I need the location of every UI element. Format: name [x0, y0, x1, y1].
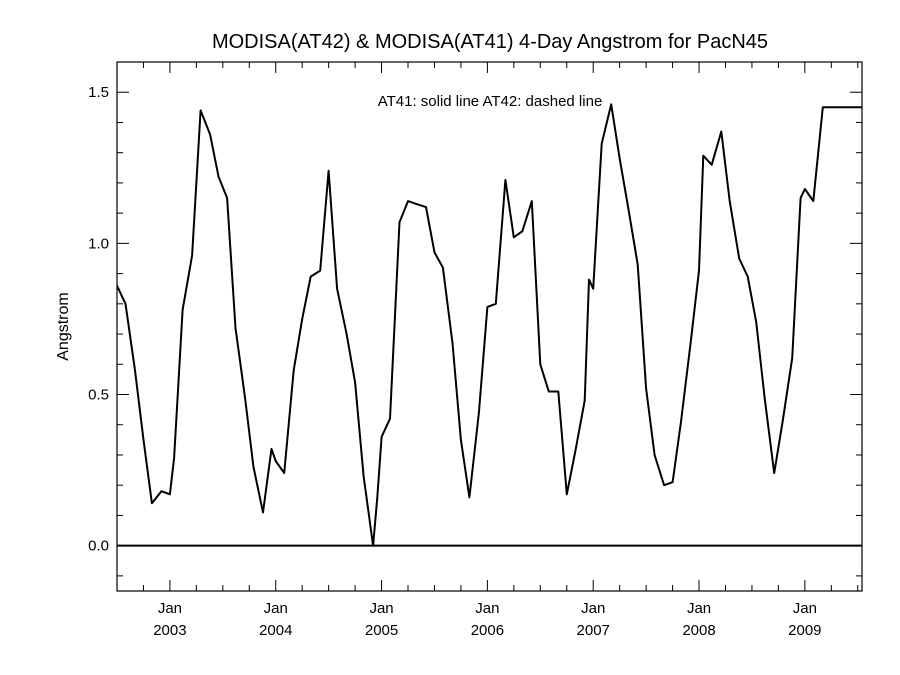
y-tick-label: 1.5 — [88, 84, 109, 101]
x-tick-month-label: Jan — [687, 600, 711, 617]
x-tick-year-label: 2009 — [788, 622, 821, 639]
x-tick-month-label: Jan — [793, 600, 817, 617]
x-tick-month-label: Jan — [264, 600, 288, 617]
x-tick-year-label: 2008 — [682, 622, 715, 639]
x-tick-month-label: Jan — [581, 600, 605, 617]
x-tick-month-label: Jan — [475, 600, 499, 617]
x-tick-month-label: Jan — [369, 600, 393, 617]
x-tick-month-label: Jan — [158, 600, 182, 617]
y-tick-label: 1.0 — [88, 235, 109, 252]
plot-frame — [116, 61, 863, 592]
series-group — [116, 103, 862, 547]
x-tick-year-label: 2003 — [153, 622, 186, 639]
y-tick-label: 0.0 — [88, 538, 109, 555]
tick-labels: 0.0 0.5 1.0 1.5 Jan 2003 Jan 2004 Jan 2005 Jan 2006… — [88, 84, 821, 639]
legend-note: AT41: solid line AT42: dashed line — [378, 93, 603, 110]
tick-marks — [117, 61, 862, 591]
y-axis-label: Angstrom — [55, 292, 72, 360]
y-tick-label: 0.5 — [88, 387, 109, 404]
x-tick-year-label: 2007 — [577, 622, 610, 639]
x-tick-year-label: 2004 — [259, 622, 292, 639]
series-line-solid — [116, 103, 862, 547]
x-tick-year-label: 2006 — [471, 622, 504, 639]
chart-title: MODISA(AT42) & MODISA(AT41) 4-Day Angstr… — [212, 31, 768, 53]
x-tick-year-label: 2005 — [365, 622, 398, 639]
